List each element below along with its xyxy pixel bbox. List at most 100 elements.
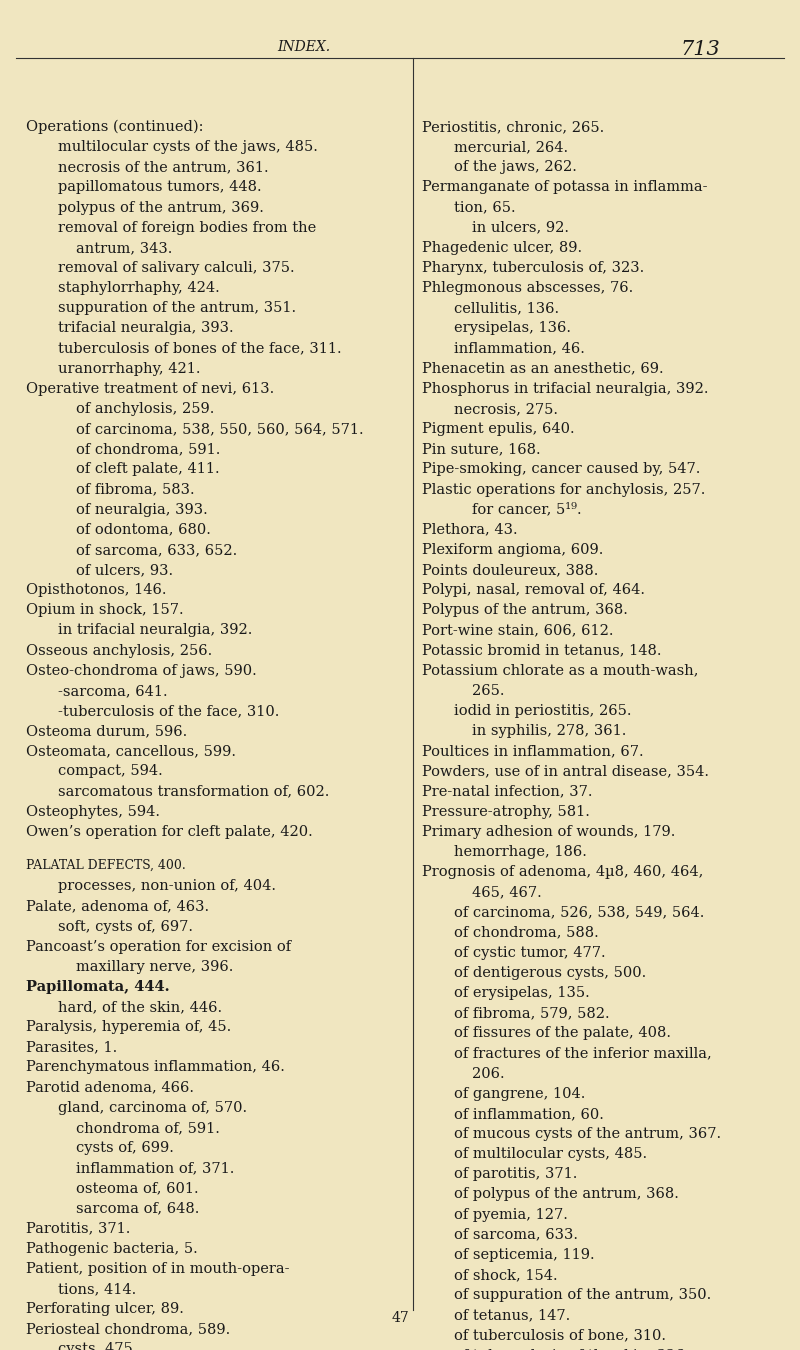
Text: of the jaws, 262.: of the jaws, 262. <box>454 161 577 174</box>
Text: of anchylosis, 259.: of anchylosis, 259. <box>76 402 214 416</box>
Text: Potassic bromid in tetanus, 148.: Potassic bromid in tetanus, 148. <box>422 644 661 657</box>
Text: INDEX.: INDEX. <box>278 40 330 54</box>
Text: osteoma of, 601.: osteoma of, 601. <box>76 1181 198 1195</box>
Text: trifacial neuralgia, 393.: trifacial neuralgia, 393. <box>58 321 234 335</box>
Text: Phenacetin as an anesthetic, 69.: Phenacetin as an anesthetic, 69. <box>422 362 663 375</box>
Text: Powders, use of in antral disease, 354.: Powders, use of in antral disease, 354. <box>422 764 709 779</box>
Text: maxillary nerve, 396.: maxillary nerve, 396. <box>76 960 234 973</box>
Text: of odontoma, 680.: of odontoma, 680. <box>76 522 211 537</box>
Text: Perforating ulcer, 89.: Perforating ulcer, 89. <box>26 1303 183 1316</box>
Text: cysts of, 699.: cysts of, 699. <box>76 1141 174 1156</box>
Text: uranorrhaphy, 421.: uranorrhaphy, 421. <box>58 362 200 375</box>
Text: compact, 594.: compact, 594. <box>58 764 162 779</box>
Text: of ulcers, 93.: of ulcers, 93. <box>76 563 173 576</box>
Text: soft, cysts of, 697.: soft, cysts of, 697. <box>58 919 193 933</box>
Text: of pyemia, 127.: of pyemia, 127. <box>454 1207 567 1222</box>
Text: Pathogenic bacteria, 5.: Pathogenic bacteria, 5. <box>26 1242 198 1256</box>
Text: in trifacial neuralgia, 392.: in trifacial neuralgia, 392. <box>58 624 252 637</box>
Text: of carcinoma, 538, 550, 560, 564, 571.: of carcinoma, 538, 550, 560, 564, 571. <box>76 423 364 436</box>
Text: cysts, 475.: cysts, 475. <box>58 1342 137 1350</box>
Text: gland, carcinoma of, 570.: gland, carcinoma of, 570. <box>58 1100 246 1115</box>
Text: Pharynx, tuberculosis of, 323.: Pharynx, tuberculosis of, 323. <box>422 261 644 275</box>
Text: 47: 47 <box>391 1311 409 1324</box>
Text: Phosphorus in trifacial neuralgia, 392.: Phosphorus in trifacial neuralgia, 392. <box>422 382 708 396</box>
Text: multilocular cysts of the jaws, 485.: multilocular cysts of the jaws, 485. <box>58 140 318 154</box>
Text: papillomatous tumors, 448.: papillomatous tumors, 448. <box>58 181 262 194</box>
Text: necrosis of the antrum, 361.: necrosis of the antrum, 361. <box>58 161 268 174</box>
Text: of cleft palate, 411.: of cleft palate, 411. <box>76 462 220 477</box>
Text: of shock, 154.: of shock, 154. <box>454 1268 558 1282</box>
Text: 713: 713 <box>680 40 720 59</box>
Text: Poultices in inflammation, 67.: Poultices in inflammation, 67. <box>422 744 643 759</box>
Text: of fissures of the palate, 408.: of fissures of the palate, 408. <box>454 1026 670 1041</box>
Text: Phagedenic ulcer, 89.: Phagedenic ulcer, 89. <box>422 240 582 255</box>
Text: of erysipelas, 135.: of erysipelas, 135. <box>454 986 590 1000</box>
Text: Operative treatment of nevi, 613.: Operative treatment of nevi, 613. <box>26 382 274 396</box>
Text: Pressure-atrophy, 581.: Pressure-atrophy, 581. <box>422 805 590 818</box>
Text: Periosteal chondroma, 589.: Periosteal chondroma, 589. <box>26 1322 230 1336</box>
Text: sarcomatous transformation of, 602.: sarcomatous transformation of, 602. <box>58 784 329 799</box>
Text: Primary adhesion of wounds, 179.: Primary adhesion of wounds, 179. <box>422 825 675 838</box>
Text: of carcinoma, 526, 538, 549, 564.: of carcinoma, 526, 538, 549, 564. <box>454 906 704 919</box>
Text: cellulitis, 136.: cellulitis, 136. <box>454 301 558 316</box>
Text: Plexiform angioma, 609.: Plexiform angioma, 609. <box>422 543 603 558</box>
Text: of sarcoma, 633, 652.: of sarcoma, 633, 652. <box>76 543 238 558</box>
Text: Port-wine stain, 606, 612.: Port-wine stain, 606, 612. <box>422 624 613 637</box>
Text: of tuberculosis of bone, 310.: of tuberculosis of bone, 310. <box>454 1328 666 1342</box>
Text: 265.: 265. <box>472 684 505 698</box>
Text: Pipe-smoking, cancer caused by, 547.: Pipe-smoking, cancer caused by, 547. <box>422 462 700 477</box>
Text: sarcoma of, 648.: sarcoma of, 648. <box>76 1202 199 1215</box>
Text: of tetanus, 147.: of tetanus, 147. <box>454 1308 570 1322</box>
Text: hemorrhage, 186.: hemorrhage, 186. <box>454 845 586 859</box>
Text: Opium in shock, 157.: Opium in shock, 157. <box>26 603 183 617</box>
Text: mercurial, 264.: mercurial, 264. <box>454 140 568 154</box>
Text: of multilocular cysts, 485.: of multilocular cysts, 485. <box>454 1148 646 1161</box>
Text: of cystic tumor, 477.: of cystic tumor, 477. <box>454 946 606 960</box>
Text: processes, non-union of, 404.: processes, non-union of, 404. <box>58 879 275 894</box>
Text: of inflammation, 60.: of inflammation, 60. <box>454 1107 603 1120</box>
Text: Plastic operations for anchylosis, 257.: Plastic operations for anchylosis, 257. <box>422 482 705 497</box>
Text: PALATAL DEFECTS, 400.: PALATAL DEFECTS, 400. <box>26 859 186 872</box>
Text: Pin suture, 168.: Pin suture, 168. <box>422 443 540 456</box>
Text: of septicemia, 119.: of septicemia, 119. <box>454 1247 594 1262</box>
Text: Osteoma durum, 596.: Osteoma durum, 596. <box>26 724 187 738</box>
Text: of parotitis, 371.: of parotitis, 371. <box>454 1168 577 1181</box>
Text: Owen’s operation for cleft palate, 420.: Owen’s operation for cleft palate, 420. <box>26 825 312 838</box>
Text: staphylorrhaphy, 424.: staphylorrhaphy, 424. <box>58 281 219 296</box>
Text: Osteophytes, 594.: Osteophytes, 594. <box>26 805 160 818</box>
Text: of polypus of the antrum, 368.: of polypus of the antrum, 368. <box>454 1188 678 1202</box>
Text: Pre-natal infection, 37.: Pre-natal infection, 37. <box>422 784 592 799</box>
Text: of sarcoma, 633.: of sarcoma, 633. <box>454 1227 578 1242</box>
Text: inflammation of, 371.: inflammation of, 371. <box>76 1161 234 1176</box>
Text: Pigment epulis, 640.: Pigment epulis, 640. <box>422 423 574 436</box>
Text: Patient, position of in mouth-opera-: Patient, position of in mouth-opera- <box>26 1262 289 1276</box>
Text: polypus of the antrum, 369.: polypus of the antrum, 369. <box>58 201 263 215</box>
Text: -tuberculosis of the face, 310.: -tuberculosis of the face, 310. <box>58 705 279 718</box>
Text: Papillomata, 444.: Papillomata, 444. <box>26 980 170 994</box>
Text: in ulcers, 92.: in ulcers, 92. <box>472 220 569 235</box>
Text: removal of foreign bodies from the: removal of foreign bodies from the <box>58 220 316 235</box>
Text: 206.: 206. <box>472 1066 505 1080</box>
Text: erysipelas, 136.: erysipelas, 136. <box>454 321 570 335</box>
Text: of chondroma, 588.: of chondroma, 588. <box>454 926 598 940</box>
Text: hard, of the skin, 446.: hard, of the skin, 446. <box>58 1000 222 1014</box>
Text: of fractures of the inferior maxilla,: of fractures of the inferior maxilla, <box>454 1046 711 1060</box>
Text: Palate, adenoma of, 463.: Palate, adenoma of, 463. <box>26 899 209 914</box>
Text: Osteo-chondroma of jaws, 590.: Osteo-chondroma of jaws, 590. <box>26 664 256 678</box>
Text: Paralysis, hyperemia of, 45.: Paralysis, hyperemia of, 45. <box>26 1021 231 1034</box>
Text: tuberculosis of bones of the face, 311.: tuberculosis of bones of the face, 311. <box>58 342 342 355</box>
Text: of neuralgia, 393.: of neuralgia, 393. <box>76 502 208 517</box>
Text: -sarcoma, 641.: -sarcoma, 641. <box>58 684 167 698</box>
Text: inflammation, 46.: inflammation, 46. <box>454 342 585 355</box>
Text: of fibroma, 579, 582.: of fibroma, 579, 582. <box>454 1006 610 1021</box>
Text: of gangrene, 104.: of gangrene, 104. <box>454 1087 585 1100</box>
Text: Opisthotonos, 146.: Opisthotonos, 146. <box>26 583 166 597</box>
Text: tion, 65.: tion, 65. <box>454 201 515 215</box>
Text: of mucous cysts of the antrum, 367.: of mucous cysts of the antrum, 367. <box>454 1127 721 1141</box>
Text: Phlegmonous abscesses, 76.: Phlegmonous abscesses, 76. <box>422 281 633 296</box>
Text: Parotid adenoma, 466.: Parotid adenoma, 466. <box>26 1080 194 1095</box>
Text: iodid in periostitis, 265.: iodid in periostitis, 265. <box>454 705 631 718</box>
Text: removal of salivary calculi, 375.: removal of salivary calculi, 375. <box>58 261 294 275</box>
Text: Periostitis, chronic, 265.: Periostitis, chronic, 265. <box>422 120 604 134</box>
Text: antrum, 343.: antrum, 343. <box>76 240 172 255</box>
